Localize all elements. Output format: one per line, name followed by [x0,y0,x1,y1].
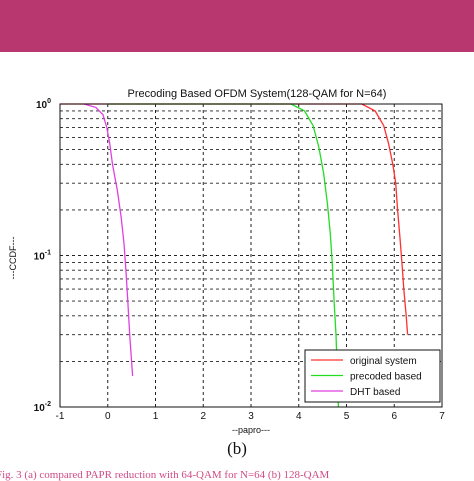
figure-caption: (b) [227,439,247,458]
x-tick-label: 6 [391,411,397,422]
series-line [83,103,134,377]
plot-frame [59,103,443,408]
x-axis-label: --papro--- [232,425,270,435]
chart-title: Precoding Based OFDM System(128-QAM for … [128,88,387,100]
legend-label: original system [350,356,417,367]
series-line [60,103,409,335]
legend-label: precoded based [350,372,422,383]
x-tick-label: 4 [296,411,302,422]
y-tick-label: 10-1 [34,250,51,263]
x-tick-label: 7 [439,411,445,422]
header-band [0,0,474,52]
figure-caption-text: Fig. 3 (a) compared PAPR reduction with … [0,469,330,481]
x-tick-label: 1 [153,411,159,422]
x-tick-label: 2 [200,411,206,422]
series-lines [60,103,409,408]
x-tick-label: 3 [248,411,254,422]
legend-label: DHT based [350,387,400,398]
x-tick-label: 5 [344,411,350,422]
y-tick-label: 10-2 [34,401,51,414]
axis-ticks: -1 0 1 2 3 4 5 6 7 100 10-1 10-2 [34,98,446,422]
y-axis-label: ---CCDF--- [8,237,18,280]
series-line [107,103,340,408]
y-tick-label: 100 [36,98,51,111]
x-tick-label: -1 [56,411,65,422]
legend: original system precoded based DHT based [304,349,441,403]
x-tick-label: 0 [105,411,111,422]
